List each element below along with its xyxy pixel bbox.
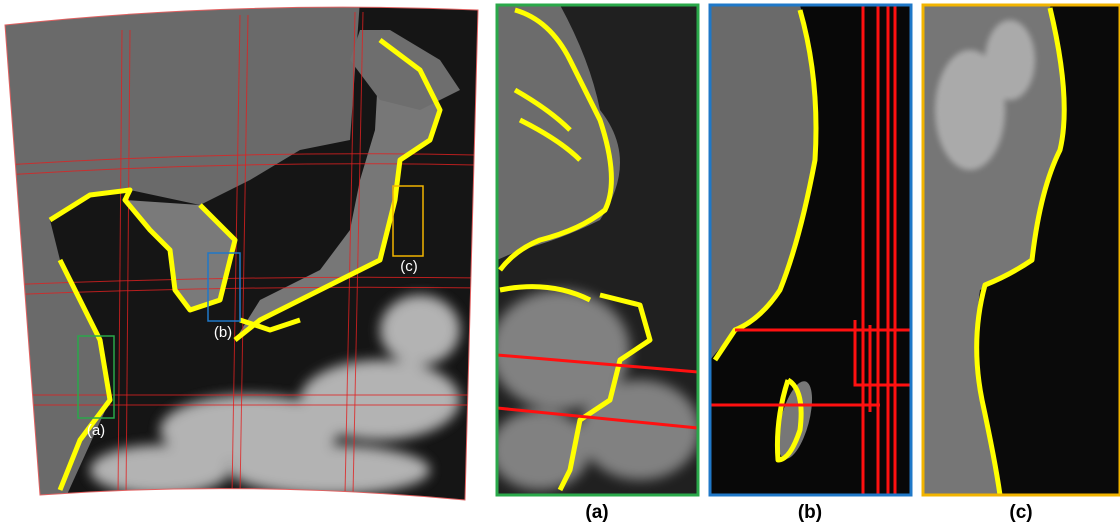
panel-caption: (a) (585, 502, 608, 523)
panel-caption: (b) (798, 502, 822, 523)
region-label: (c) (400, 258, 418, 275)
region-label: (a) (87, 422, 105, 439)
figure: (a) (b) (c) (a) (b) (c) (0, 0, 1120, 529)
region-label: (b) (214, 324, 232, 341)
panel-c-image (923, 5, 1120, 495)
panel-a-image (490, 5, 700, 495)
panel-b-image (710, 5, 911, 495)
overview-image (0, 0, 480, 510)
panel-caption: (c) (1009, 502, 1032, 523)
